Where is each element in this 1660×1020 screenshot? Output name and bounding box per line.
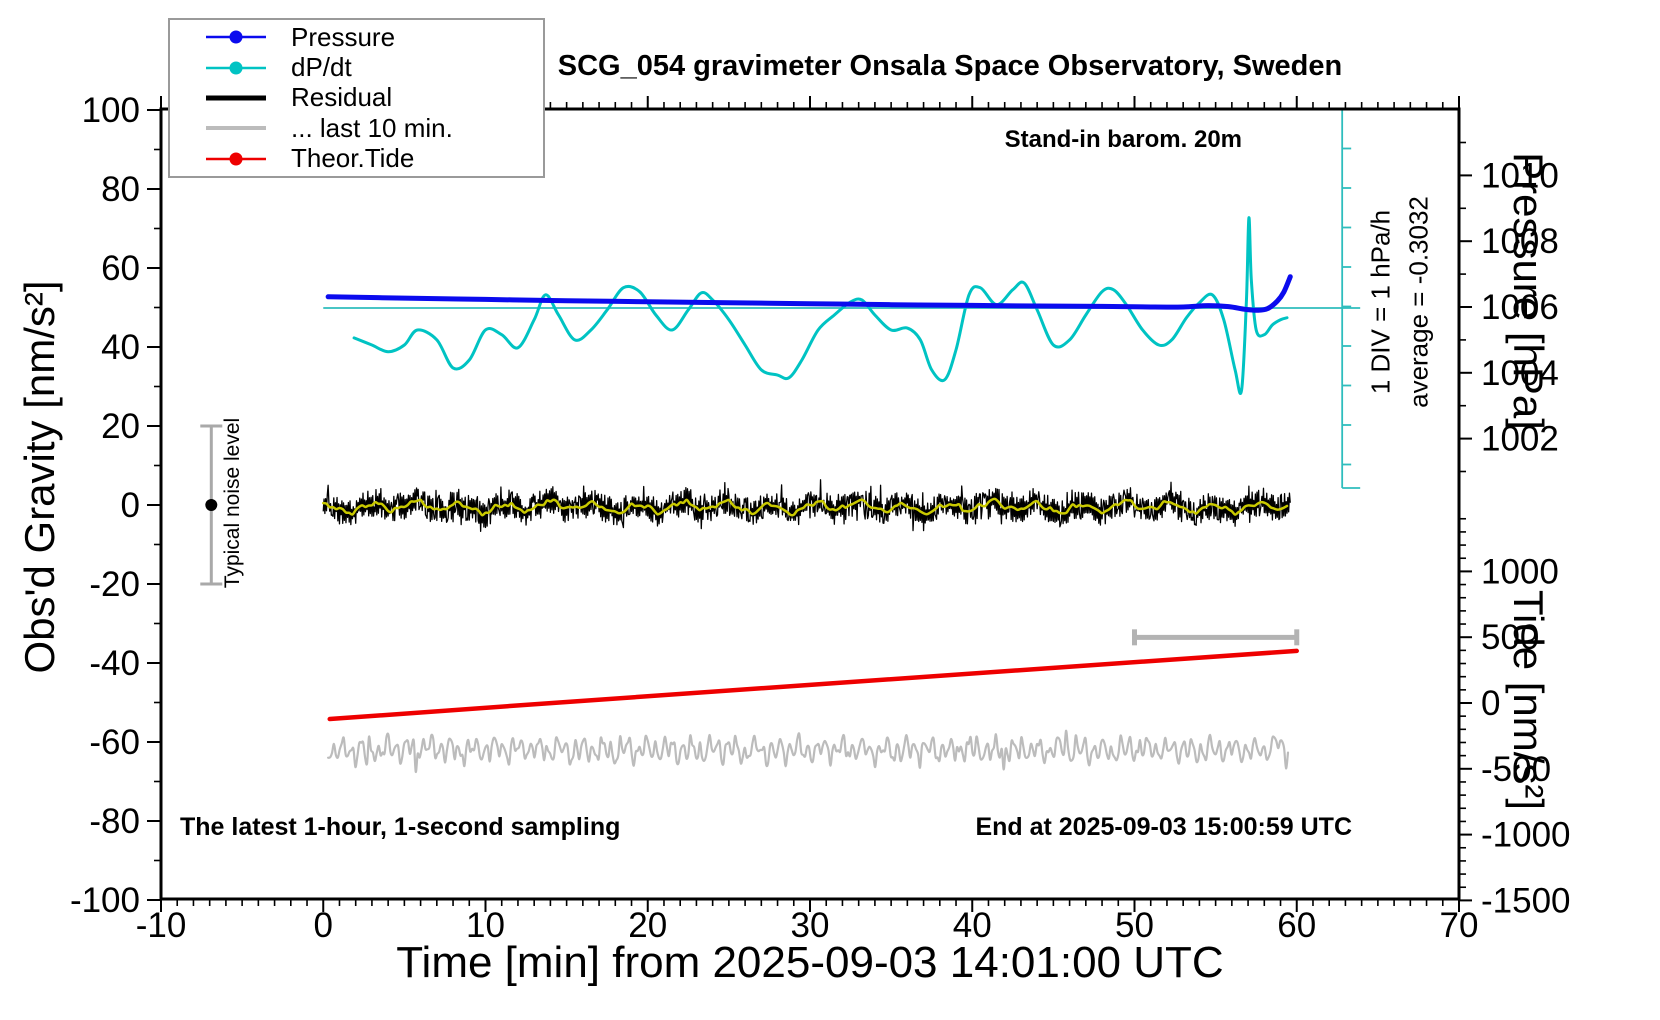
x-tick-label: 10 [466, 906, 505, 945]
gravity-tick-label: 0 [121, 486, 140, 525]
x-tick-label: 60 [1277, 906, 1316, 945]
time-axis-label: Time [min] from 2025-09-03 14:01:00 UTC [396, 938, 1224, 987]
end-time-note: End at 2025-09-03 15:00:59 UTC [975, 813, 1352, 841]
legend-swatch-dp-dt [206, 61, 266, 75]
theor-tide-curve [327, 648, 1299, 722]
gravity-tick-label: 40 [101, 328, 140, 367]
legend-swatch-theor-tide [206, 152, 266, 166]
sampling-note: The latest 1-hour, 1-second sampling [180, 813, 621, 841]
tide-tick-label: 500 [1481, 618, 1539, 657]
pressure-axis-label: Pressure [hPa] [1505, 152, 1552, 430]
legend-item: Theor.Tide [205, 143, 543, 174]
legend-label: Residual [291, 82, 393, 113]
gravity-tick-label: -60 [89, 723, 140, 762]
plot-frame [159, 107, 1461, 901]
last10-curve [327, 729, 1290, 773]
gravity-tick-label: -100 [70, 881, 140, 920]
pressure-tick-label: 1004 [1481, 354, 1559, 393]
legend-swatch-residual [206, 95, 266, 101]
legend-label: Pressure [291, 21, 396, 52]
legend: Pressure dP/dt Residual... last 10 min. The… [168, 18, 545, 178]
x-tick-label: 50 [1115, 906, 1154, 945]
x-tick-label: 30 [791, 906, 830, 945]
x-tick-label: 20 [628, 906, 667, 945]
tide-tick-label: -1000 [1481, 816, 1571, 855]
tide-tick-label: 1000 [1481, 552, 1559, 591]
gravity-tick-label: -20 [89, 565, 140, 604]
pressure-tick-label: 1010 [1481, 156, 1559, 195]
legend-item: dP/dt [205, 52, 543, 83]
x-tick-label: 0 [314, 906, 333, 945]
noise-error-bar-dot [205, 499, 218, 511]
gravity-axis-label: Obs'd Gravity [nm/s²] [16, 280, 63, 674]
chart-title: SCG_054 gravimeter Onsala Space Observat… [557, 50, 1343, 82]
legend-swatch--last-10-min- [206, 126, 266, 131]
x-tick-label: -10 [136, 906, 187, 945]
pressure-curve [325, 274, 1293, 313]
pressure-tick-label: 1006 [1481, 288, 1559, 327]
gravity-tick-label: 20 [101, 407, 140, 446]
gravity-tick-label: 80 [101, 170, 140, 209]
legend-item: ... last 10 min. [205, 112, 543, 143]
x-tick-label: 40 [953, 906, 992, 945]
legend-label: dP/dt [291, 52, 352, 83]
legend-label: Theor.Tide [291, 143, 415, 174]
legend-item: Residual [205, 82, 543, 113]
pressure-tick-label: 1008 [1481, 222, 1559, 261]
noise-level-note: Typical noise level [221, 417, 244, 589]
residual-smoothed-curve [322, 497, 1289, 517]
tide-tick-label: -500 [1481, 750, 1551, 789]
tide-tick-label: 0 [1481, 684, 1500, 723]
pressure-tick-label: 1002 [1481, 420, 1559, 459]
average-note: average = -0.3032 [1403, 196, 1434, 408]
gravity-tick-label: 100 [82, 91, 140, 130]
tide-tick-label: -1500 [1481, 881, 1571, 920]
x-tick-label: 70 [1440, 906, 1479, 945]
div-scale-note: 1 DIV = 1 hPa/h [1365, 209, 1396, 395]
legend-label: ... last 10 min. [291, 112, 453, 143]
legend-item: Pressure [205, 21, 543, 52]
gravity-tick-label: 60 [101, 249, 140, 288]
tide-axis-label: Tide [nm/s²] [1505, 589, 1552, 811]
gravity-tick-label: -40 [89, 644, 140, 683]
legend-swatch-pressure [206, 30, 266, 44]
gravity-tick-label: -80 [89, 802, 140, 841]
barometer-note: Stand-in barom. 20m [1004, 126, 1242, 153]
